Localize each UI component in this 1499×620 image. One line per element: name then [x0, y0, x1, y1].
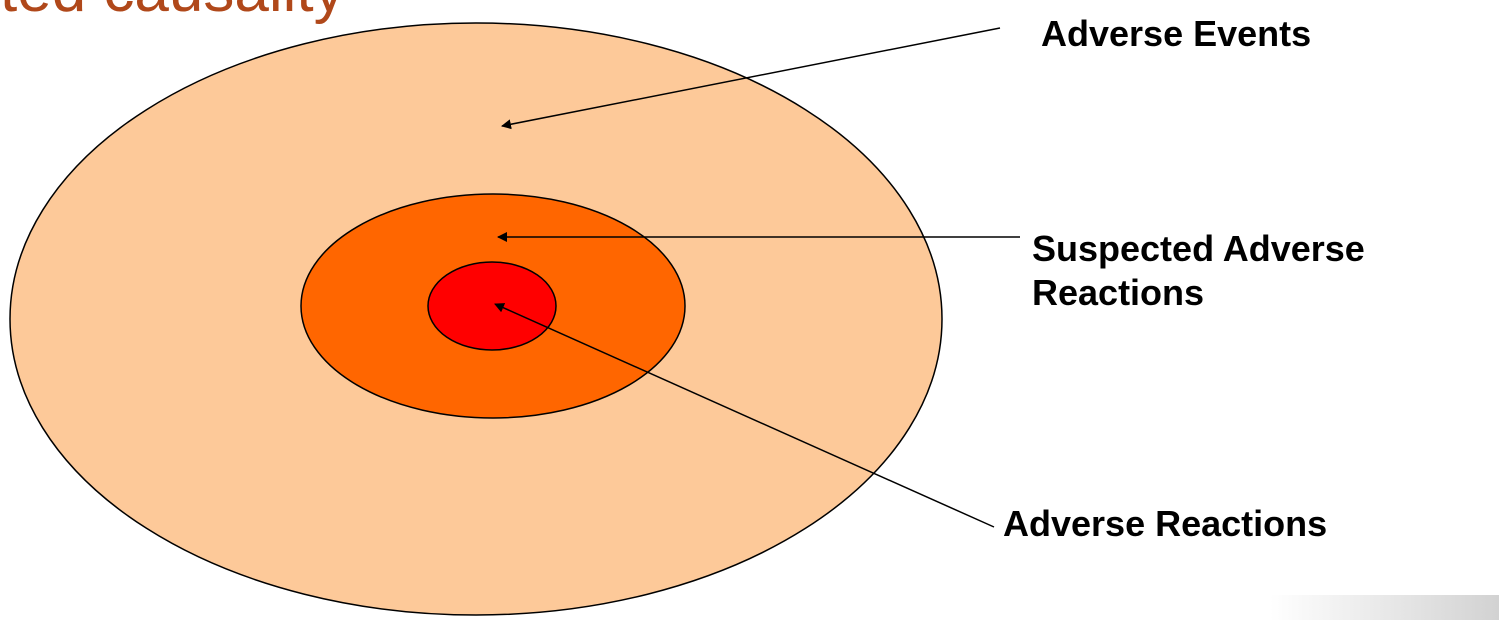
label-suspected-line2: Reactions [1032, 272, 1205, 313]
inner-ellipse-adverse-reactions [427, 261, 557, 351]
arrow-adverse-reactions [494, 303, 995, 528]
slide-corner-decoration [1270, 595, 1499, 620]
label-adverse-reactions: Adverse Reactions [1003, 503, 1328, 544]
arrow-adverse-events [501, 27, 1001, 130]
label-suspected-adverse-reactions: Suspected Adverse Reactions [1032, 227, 1492, 315]
label-suspected-line1: Suspected Adverse [1032, 228, 1365, 269]
slide-title-fragment: ted causality [0, 0, 345, 22]
label-adverse-events: Adverse Events [1041, 13, 1312, 54]
